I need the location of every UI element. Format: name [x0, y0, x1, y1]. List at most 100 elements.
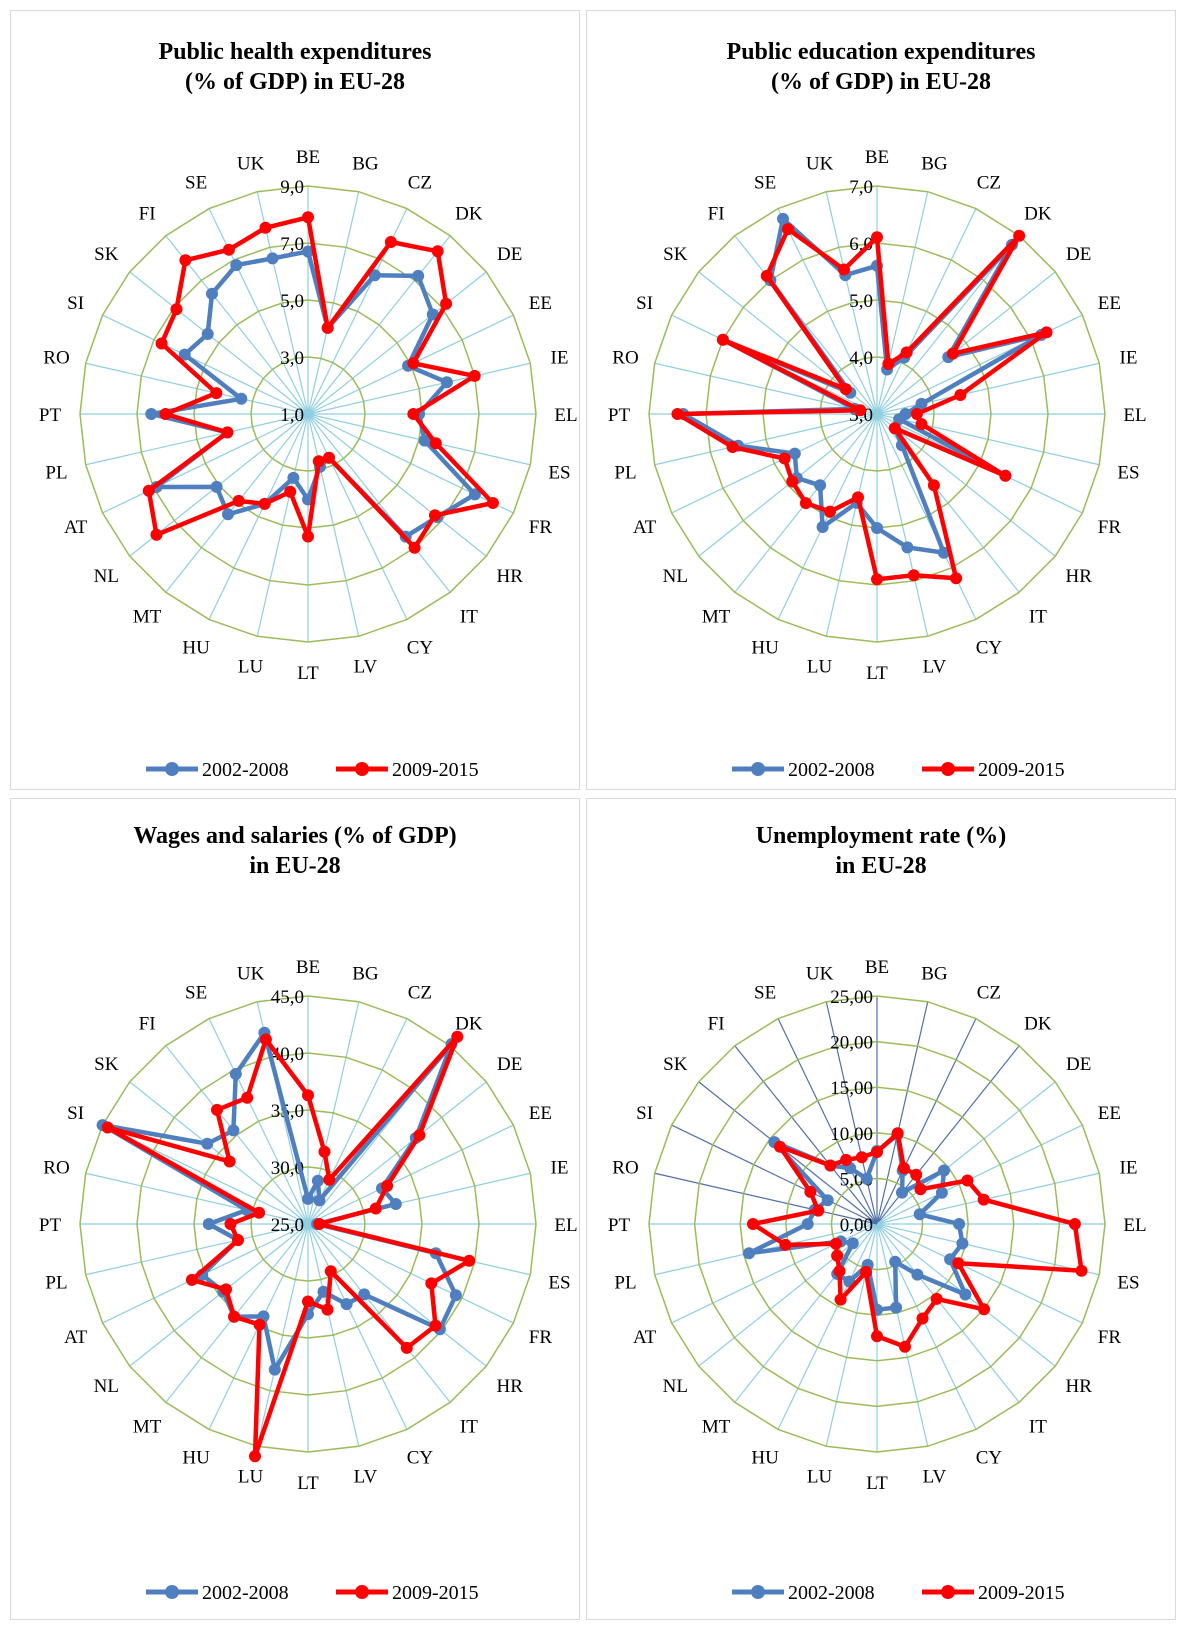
category-label-el: EL: [1123, 1215, 1146, 1236]
data-point-lu: [287, 471, 300, 484]
data-point-it: [408, 541, 421, 554]
legend-item: 2009-2015: [922, 759, 1065, 781]
legend: 2002-2008 2009-2015: [146, 759, 479, 781]
data-point-si: [101, 1121, 114, 1134]
legend-label: 2009-2015: [978, 1582, 1065, 1604]
data-point-lt: [871, 573, 883, 586]
category-label-lv: LV: [354, 657, 378, 678]
category-label-dk: DK: [455, 203, 483, 224]
data-point-hu: [258, 497, 271, 510]
chart-title: Wages and salaries (% of GDP) in EU-28: [11, 821, 579, 881]
data-point-de: [426, 308, 439, 321]
data-point-ie: [913, 1208, 926, 1221]
data-point-cz: [313, 1194, 326, 1207]
radar-category-labels: BE BG CZ DK DE EE IE EL ES FR HR IT CY LV LT LU HU MT NL AT…: [39, 957, 578, 1494]
data-point-nl: [786, 475, 799, 488]
category-label-be: BE: [296, 147, 320, 168]
legend-swatch-marker: [751, 762, 765, 776]
category-label-mt: MT: [133, 1417, 162, 1438]
category-label-ee: EE: [529, 1103, 552, 1124]
category-label-nl: NL: [663, 1376, 688, 1397]
data-point-pl: [779, 1238, 792, 1251]
data-point-si: [821, 1194, 834, 1207]
category-label-el: EL: [554, 405, 577, 426]
category-label-el: EL: [554, 1215, 577, 1236]
radar-category-labels: BE BG CZ DK DE EE IE EL ES FR HR IT CY LV LT LU HU MT NL AT…: [608, 957, 1147, 1494]
category-label-si: SI: [67, 293, 84, 314]
category-label-hr: HR: [1065, 1376, 1092, 1397]
chart-title-line-1: Public education expenditures: [726, 39, 1036, 65]
radar-grid-ring: [693, 1040, 1061, 1408]
data-point-be: [302, 1089, 314, 1102]
legend: 2002-2008 2009-2015: [146, 1582, 479, 1604]
data-point-ie: [954, 389, 967, 401]
data-point-es: [418, 434, 431, 447]
data-point-lt: [302, 1295, 314, 1308]
category-label-fr: FR: [529, 1327, 553, 1348]
data-point-it: [911, 1268, 924, 1281]
data-point-es: [429, 437, 442, 450]
category-label-hr: HR: [496, 566, 523, 587]
category-label-lt: LT: [866, 663, 888, 684]
data-point-fr: [425, 1277, 438, 1290]
radar-spoke: [671, 1124, 878, 1225]
data-point-lu: [860, 1266, 872, 1278]
category-label-lv: LV: [354, 1467, 378, 1488]
tick-label: 4,0: [849, 348, 873, 369]
category-label-dk: DK: [1024, 203, 1052, 224]
data-point-se: [222, 243, 235, 256]
data-point-cz: [323, 1173, 336, 1186]
category-label-sk: SK: [94, 244, 119, 265]
category-label-uk: UK: [806, 964, 834, 985]
category-label-lt: LT: [866, 1473, 888, 1494]
legend: 2002-2008 2009-2015: [732, 1582, 1065, 1604]
category-label-ro: RO: [43, 348, 69, 369]
data-point-lu: [268, 1363, 281, 1376]
data-point-ee: [381, 1179, 394, 1192]
data-point-lv: [899, 1340, 911, 1353]
data-point-ie: [468, 369, 481, 382]
category-label-ro: RO: [43, 1158, 69, 1179]
category-label-at: AT: [64, 1327, 88, 1348]
data-point-it: [927, 479, 940, 492]
category-label-it: IT: [460, 607, 478, 628]
tick-label: 7,0: [849, 177, 873, 198]
category-label-es: ES: [1117, 1272, 1139, 1293]
data-point-sk: [201, 328, 214, 340]
category-label-lt: LT: [297, 1473, 319, 1494]
category-label-uk: UK: [237, 964, 265, 985]
data-point-ee: [407, 357, 420, 370]
chart-title-line-2: (% of GDP) in EU-28: [771, 69, 991, 95]
category-label-fi: FI: [139, 1013, 156, 1034]
data-point-ee: [1040, 326, 1053, 339]
data-point-cy: [324, 1265, 337, 1278]
data-point-be: [871, 231, 883, 244]
data-point-at: [185, 1273, 198, 1286]
series-2: [671, 223, 1053, 586]
chart-title-line-1: Unemployment rate (%): [755, 823, 1007, 849]
data-point-pt: [801, 1218, 814, 1230]
category-label-de: DE: [1066, 244, 1091, 265]
category-label-nl: NL: [94, 566, 119, 587]
category-label-pt: PT: [608, 1215, 631, 1236]
data-point-de: [938, 1164, 950, 1177]
tick-label: 25,00: [830, 987, 873, 1008]
category-label-es: ES: [548, 1272, 570, 1293]
legend-swatch-marker: [941, 1585, 955, 1599]
radar-grid-ring: [648, 995, 1106, 1453]
data-point-hr: [978, 1303, 990, 1316]
data-point-pt: [671, 408, 684, 420]
data-point-dk: [451, 1030, 464, 1043]
data-point-fr: [999, 469, 1012, 482]
tick-label: 20,00: [830, 1033, 873, 1054]
data-point-uk: [259, 1033, 272, 1046]
tick-label: 0,00: [840, 1215, 873, 1236]
category-label-mt: MT: [702, 607, 731, 628]
data-point-be: [871, 1146, 883, 1158]
radar-spoke: [876, 1223, 1020, 1403]
data-point-uk: [860, 1172, 873, 1185]
data-point-pt: [747, 1218, 759, 1230]
radar-spoke: [876, 1223, 1083, 1324]
data-point-es: [915, 418, 928, 431]
